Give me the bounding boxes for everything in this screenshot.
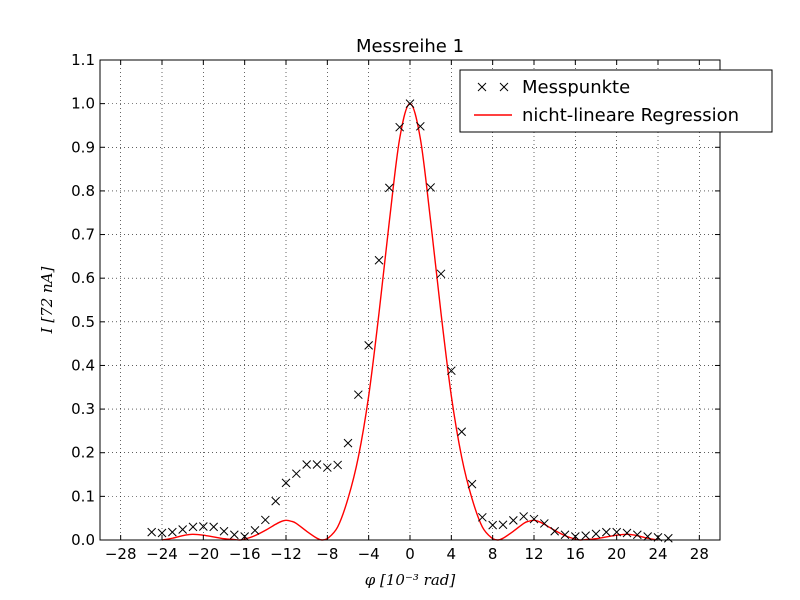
y-tick-label: 0.1: [71, 487, 95, 505]
legend-marker-messpunkte: [477, 82, 509, 92]
legend-label-messpunkte: Messpunkte: [522, 77, 630, 98]
data-point: [364, 341, 374, 350]
legend-box: [459, 69, 773, 133]
data-point: [250, 526, 260, 535]
data-point: [612, 527, 622, 537]
y-tick-label: 1.0: [71, 95, 95, 113]
x-tick-label: 4: [447, 545, 457, 563]
x-tick-label: −24: [146, 545, 178, 563]
data-point: [167, 527, 177, 537]
data-point: [302, 460, 312, 469]
data-point: [643, 532, 653, 541]
y-tick-label: 0.0: [71, 531, 95, 549]
data-point: [333, 460, 343, 470]
x-tick-label: 16: [566, 545, 585, 563]
data-point: [446, 366, 456, 376]
data-point: [529, 514, 539, 524]
chart-title: Messreihe 1: [356, 36, 464, 57]
data-point: [322, 463, 332, 472]
data-point: [312, 460, 322, 469]
data-point: [601, 527, 611, 537]
x-tick-label: 24: [648, 545, 667, 563]
data-point: [395, 122, 405, 132]
data-point: [415, 121, 425, 131]
y-tick-label: 0.8: [71, 182, 95, 200]
data-point: [508, 516, 518, 525]
legend-marker-x: [477, 82, 487, 92]
x-tick-label: 20: [607, 545, 626, 563]
y-tick-label: 0.2: [71, 444, 95, 462]
data-point: [519, 512, 529, 521]
data-point: [281, 478, 291, 488]
data-point: [591, 529, 601, 539]
x-tick-label: −4: [358, 545, 380, 563]
data-point: [198, 522, 208, 531]
data-point: [209, 522, 219, 532]
data-point: [560, 530, 570, 540]
x-tick-label: −8: [316, 545, 338, 563]
x-tick-label: 8: [488, 545, 498, 563]
x-tick-label: −12: [270, 545, 302, 563]
y-tick-label: 0.3: [71, 400, 95, 418]
data-point: [498, 520, 508, 530]
data-point: [229, 530, 239, 540]
y-tick-label: 0.9: [71, 138, 95, 156]
data-point: [353, 390, 363, 400]
x-tick-label: 0: [405, 545, 415, 563]
y-tick-label: 0.5: [71, 313, 95, 331]
data-point: [426, 183, 436, 192]
data-point: [384, 183, 394, 193]
data-point: [550, 526, 560, 536]
data-point: [374, 255, 384, 265]
data-point: [178, 525, 188, 534]
data-point: [157, 528, 167, 538]
x-tick-label: −20: [188, 545, 220, 563]
data-point: [219, 526, 229, 536]
y-tick-label: 0.4: [71, 356, 95, 374]
data-point: [622, 528, 632, 538]
data-point: [663, 533, 673, 543]
y-tick-label: 0.7: [71, 226, 95, 244]
y-tick-label: 0.6: [71, 269, 95, 287]
ticks: −28 −24 −20 −16 −12 −8 −4 0 4 8 12 16 20 24 28 0.0 0.1 0.…: [71, 51, 720, 563]
data-point: [188, 522, 198, 532]
data-point: [477, 512, 487, 522]
data-point: [488, 520, 498, 530]
data-point: [260, 515, 270, 525]
data-point: [581, 531, 591, 540]
data-point: [291, 469, 301, 479]
y-tick-label: 1.1: [71, 51, 95, 69]
data-point: [436, 269, 446, 279]
x-tick-label: 12: [524, 545, 543, 563]
legend-label-regression: nicht-lineare Regression: [522, 105, 739, 126]
data-point: [271, 496, 281, 506]
data-point: [147, 527, 157, 537]
y-axis-label: I [72 nA]: [38, 266, 56, 334]
x-tick-label: 28: [690, 545, 709, 563]
data-point: [539, 519, 549, 528]
legend-marker-x: [499, 82, 509, 92]
x-tick-label: −28: [105, 545, 137, 563]
legend: Messpunkte nicht-lineare Regression: [459, 69, 773, 133]
data-point: [467, 479, 477, 489]
data-point: [343, 438, 353, 448]
data-point: [457, 427, 467, 437]
data-point: [632, 530, 642, 540]
grid: [100, 59, 720, 541]
x-tick-label: −16: [229, 545, 261, 563]
data-point: [405, 99, 415, 108]
x-axis-label: φ [10⁻³ rad]: [365, 571, 456, 589]
